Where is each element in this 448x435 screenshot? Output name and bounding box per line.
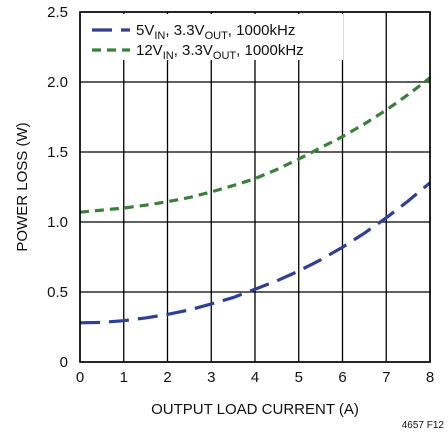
x-tick-label: 1: [120, 369, 128, 386]
legend-label-part: 12V: [136, 42, 163, 59]
x-tick-label: 2: [163, 369, 171, 386]
series-layer: [79, 76, 432, 325]
plot-frame: [79, 11, 431, 363]
y-tick-label: 0: [60, 354, 68, 371]
x-tick-label: 0: [76, 369, 84, 386]
legend-label-part: , 3.3V: [174, 42, 213, 59]
series-line-1: [79, 181, 432, 325]
figure-reference: 4657 F12: [402, 420, 445, 431]
legend-label-2: 12VIN, 3.3VOUT, 1000kHz: [136, 42, 304, 62]
x-tick-label: 7: [382, 369, 390, 386]
grid: [79, 11, 431, 363]
legend-label-part: IN: [163, 50, 174, 62]
y-tick-label: 1.0: [47, 214, 68, 231]
y-tick-label: 2.0: [47, 74, 68, 91]
legend-label-part: 5V: [136, 22, 154, 39]
legend-label-part: , 3.3V: [165, 22, 204, 39]
legend-label-1: 5VIN, 3.3VOUT, 1000kHz: [136, 22, 295, 42]
legend-label-part: , 1000kHz: [236, 42, 304, 59]
x-tick-label: 4: [251, 369, 259, 386]
y-tick-labels: 0 0.5 1.0 1.5 2.0 2.5: [47, 4, 68, 371]
legend-label-part: OUT: [205, 30, 229, 42]
x-tick-label: 3: [207, 369, 215, 386]
x-tick-label: 8: [426, 369, 434, 386]
x-tick-label: 5: [295, 369, 303, 386]
x-tick-labels: 0 1 2 3 4 5 6 7 8: [76, 369, 434, 386]
y-tick-label: 1.5: [47, 144, 68, 161]
y-tick-label: 2.5: [47, 4, 68, 21]
y-tick-label: 0.5: [47, 284, 68, 301]
legend-label-part: , 1000kHz: [228, 22, 296, 39]
x-axis-label: OUTPUT LOAD CURRENT (A): [151, 401, 359, 418]
legend-label-part: IN: [154, 30, 165, 42]
legend-label-part: OUT: [213, 50, 237, 62]
legend-background: [85, 14, 343, 60]
y-axis-label: POWER LOSS (W): [14, 122, 31, 251]
x-tick-label: 6: [338, 369, 346, 386]
